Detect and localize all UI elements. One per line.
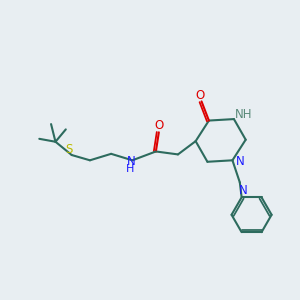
Text: H: H xyxy=(126,164,134,173)
Text: N: N xyxy=(239,184,248,196)
Text: NH: NH xyxy=(235,108,252,121)
Text: O: O xyxy=(155,119,164,132)
Text: N: N xyxy=(127,155,135,168)
Text: O: O xyxy=(195,89,205,102)
Text: S: S xyxy=(65,142,72,156)
Text: N: N xyxy=(236,155,245,168)
